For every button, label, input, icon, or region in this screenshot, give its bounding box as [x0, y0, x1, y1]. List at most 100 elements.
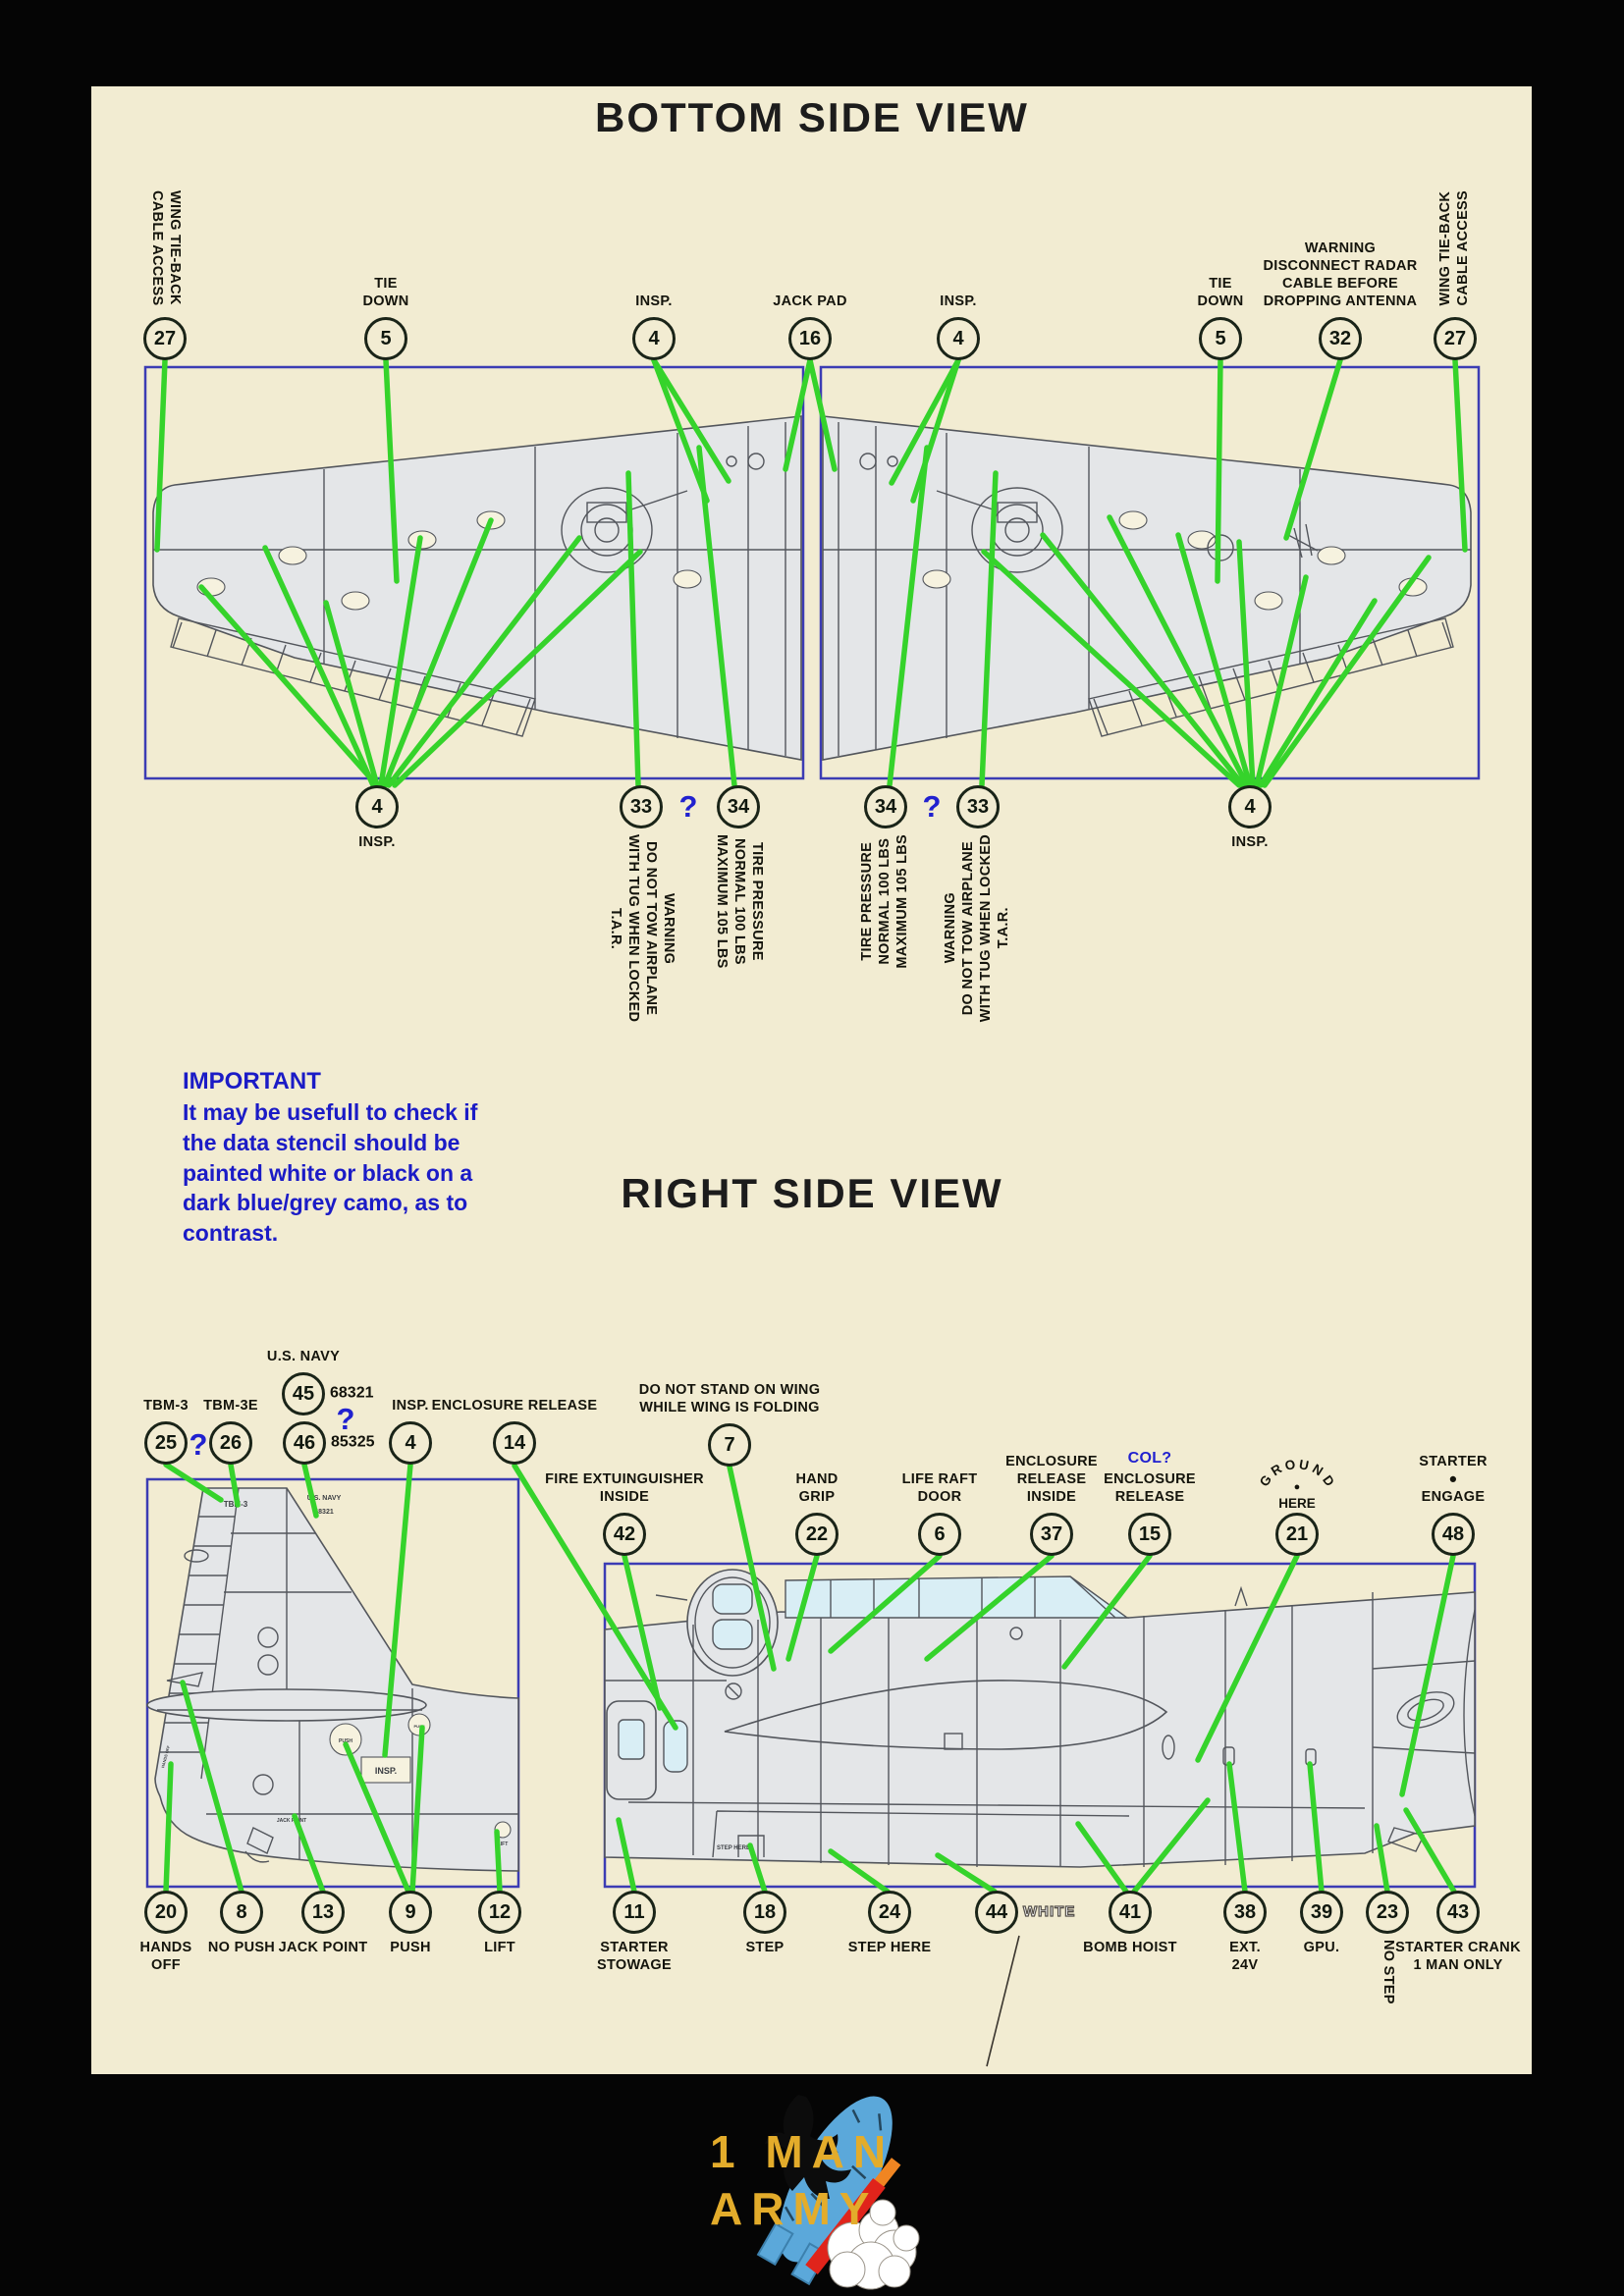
callout-label-text: BOMB HOIST [1083, 1940, 1177, 1955]
diagram-stencil-text: STEP HERE [717, 1845, 750, 1851]
callout-number: 38 [1223, 1891, 1267, 1934]
leader-line [1283, 357, 1343, 541]
leader-line [301, 1462, 319, 1519]
callout-number: 12 [478, 1891, 521, 1934]
callout-label: PUSH [390, 1940, 431, 1957]
callout-label-text: STEP [745, 1940, 785, 1955]
leader-line [1226, 1761, 1248, 1895]
leader-line [625, 470, 641, 788]
callout-label-text: TIRE PRESSURE NORMAL 100 LBS MAXIMUM 105… [714, 834, 765, 969]
callout-number: 25 [144, 1421, 188, 1465]
callout-label-text: INSP. [392, 1398, 429, 1415]
callout-label: STARTER STOWAGE [597, 1940, 672, 1975]
callout-label-text: STARTER CRANK 1 MAN ONLY [1395, 1940, 1521, 1973]
callout-label-text: WARNING DISCONNECT RADAR CABLE BEFORE DR… [1263, 240, 1418, 310]
callout-label: BOMB HOIST [1083, 1940, 1177, 1957]
callout-number: 7 [708, 1423, 751, 1467]
callout-label-text: DO NOT STAND ON WING WHILE WING IS FOLDI… [638, 1382, 821, 1416]
callout-number: 27 [1434, 317, 1477, 360]
leader-line [747, 1842, 768, 1895]
leader-line [785, 1553, 820, 1662]
leader-line [889, 357, 961, 486]
diagram-stencil-text: 68321 [314, 1509, 334, 1516]
callout-label: HANDS OFF [139, 1940, 191, 1975]
leader-line [386, 535, 582, 788]
leader-lines [154, 357, 1468, 1895]
callout-label: STARTER CRANK 1 MAN ONLY [1395, 1940, 1521, 1975]
callout-number: 23 [1366, 1891, 1409, 1934]
callout-number: 14 [493, 1421, 536, 1465]
callout-label: WING TIE-BACK CABLE ACCESS [147, 190, 183, 311]
callout-label: INSP. [1231, 834, 1269, 852]
tail-art [146, 1487, 519, 1872]
leader-line [887, 445, 930, 788]
leader-line [1374, 1823, 1390, 1895]
callout-number: 24 [868, 1891, 911, 1934]
callout-number: 18 [743, 1891, 786, 1934]
leader-line [807, 357, 838, 472]
leader-line [1403, 1807, 1457, 1895]
callout-label-text: FIRE EXTUINGUISHER INSIDE [545, 1471, 704, 1506]
callout-label: COL? ENCLOSURE RELEASE [1104, 1449, 1196, 1507]
leader-line [1399, 1553, 1456, 1797]
leader-line [1254, 574, 1309, 788]
callout-number: 48 [1432, 1513, 1475, 1556]
diagram-stencil-text: PUSH [413, 1724, 424, 1729]
callout-label-text: HANDS OFF [139, 1940, 192, 1973]
callout-label: NO PUSH [208, 1940, 275, 1957]
callout-number: 39 [1300, 1891, 1343, 1934]
leader-line [392, 549, 643, 788]
callout-number: 16 [788, 317, 832, 360]
leader-line [828, 1848, 891, 1895]
leader-line [382, 1462, 413, 1758]
smoke-cloud-icon [827, 2199, 920, 2290]
logo-line1: 1 MAN [710, 2126, 895, 2177]
callout-label-text: TBM-3 [143, 1398, 189, 1415]
question-mark: ? [336, 1402, 355, 1436]
callout-label-text: HERE [1278, 1496, 1316, 1511]
callout-label-text: LIFT [484, 1940, 515, 1955]
leader-line [180, 1680, 244, 1895]
callout-number: 43 [1436, 1891, 1480, 1934]
leader-line [163, 1761, 174, 1895]
important-note: IMPORTANT It may be usefull to check if … [183, 1068, 595, 1249]
callout-label-text: PUSH [390, 1940, 431, 1955]
leader-line [1262, 555, 1432, 788]
callout-number: 11 [613, 1891, 656, 1934]
leader-line [163, 1462, 224, 1503]
callout-label: ENCLOSURE RELEASE [432, 1398, 598, 1415]
callout-side-text: WHITE [1022, 1903, 1076, 1921]
callout-label-text: TIE DOWN [1197, 276, 1244, 310]
callout-number: 42 [603, 1513, 646, 1556]
diagram-stencil-text: INSP. [375, 1766, 397, 1776]
callout-label-text: NO PUSH [207, 1940, 276, 1955]
callout-label: INSP. [358, 834, 396, 852]
leader-line [1215, 357, 1223, 584]
diagram-stencil-text: PUSH [339, 1738, 352, 1744]
callout-label: TIE DOWN [362, 276, 408, 311]
callout-number: 5 [1199, 317, 1242, 360]
leader-line [616, 1817, 637, 1895]
callout-label-text: U.S. NAVY [266, 1349, 341, 1365]
callout-number: 4 [1228, 785, 1272, 828]
callout-label: HAND GRIP [795, 1471, 838, 1507]
callout-label: WING TIE-BACK CABLE ACCESS [1437, 190, 1473, 311]
leader-line [1452, 357, 1468, 553]
leader-line [198, 584, 380, 788]
right-view-title: RIGHT SIDE VIEW [621, 1170, 1003, 1216]
callout-label-text: TBM-3E [203, 1398, 258, 1415]
callout-side-text: 85325 [331, 1433, 375, 1451]
question-mark: ? [678, 789, 698, 824]
callout-label-text: LIFE RAFT DOOR [901, 1471, 978, 1506]
logo-art [756, 2095, 920, 2290]
leader-line [323, 600, 380, 788]
leader-line [1236, 539, 1256, 788]
callout-label-text: INSP. [940, 294, 977, 310]
callout-label: INSP. [940, 294, 977, 311]
leader-line [378, 535, 423, 788]
callout-label: NO STEP [1379, 1940, 1396, 2010]
callout-label: U.S. NAVY [267, 1349, 340, 1366]
leader-line [910, 357, 961, 504]
callout-label: JACK PAD [773, 294, 846, 311]
